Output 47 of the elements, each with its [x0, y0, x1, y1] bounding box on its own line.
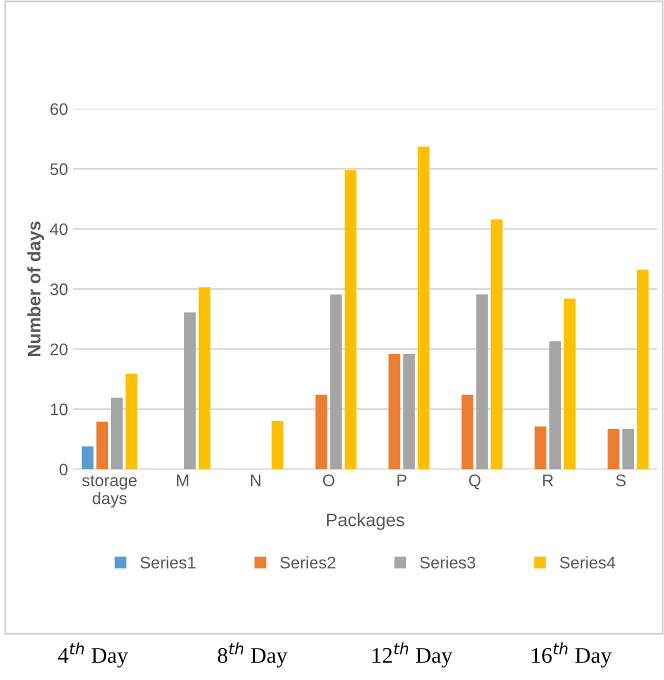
y-tick-label: 10	[50, 404, 68, 416]
bar	[608, 428, 620, 470]
bar	[490, 219, 503, 470]
x-axis-title: Packages	[327, 513, 404, 530]
y-tick-label: 50	[50, 163, 68, 176]
bar	[403, 354, 415, 470]
bar	[636, 270, 649, 470]
x-tick-label: N	[250, 474, 260, 486]
legend-label: Series2	[280, 556, 336, 569]
bar	[388, 354, 400, 470]
bar	[198, 287, 210, 470]
y-tick-label: 60	[50, 103, 68, 116]
bar	[82, 446, 94, 470]
bar	[344, 170, 356, 470]
bar	[111, 398, 123, 470]
legend-label: Series3	[420, 556, 476, 569]
x-tick-label: S	[616, 474, 626, 486]
y-tick-label: 0	[60, 464, 68, 476]
legend-label: Series4	[560, 556, 616, 569]
x-tick-label: M	[177, 474, 188, 486]
bar	[549, 341, 561, 470]
x-tick-label: O	[322, 474, 334, 486]
bar	[126, 374, 138, 470]
legend-label: Series1	[140, 556, 196, 569]
x-tick-label: storage days	[82, 475, 137, 508]
text: 4$^{th}$ Day	[58, 642, 128, 668]
bar	[622, 428, 634, 470]
bar	[184, 312, 196, 470]
x-tick-label: Q	[469, 474, 480, 490]
bar	[476, 294, 488, 470]
bar	[564, 298, 576, 470]
y-tick-label: 20	[50, 343, 68, 356]
bar	[418, 146, 430, 470]
x-tick-label: P	[398, 474, 406, 486]
bar	[534, 426, 546, 470]
y-tick-label: 30	[50, 283, 68, 296]
bar	[330, 294, 342, 470]
bar	[462, 394, 474, 470]
y-axis-title: Number of days	[27, 222, 44, 356]
bar	[316, 394, 328, 470]
y-tick-label: 40	[50, 223, 68, 236]
text: 12$^{th}$ Day	[372, 642, 452, 668]
bar	[272, 421, 284, 470]
text: 16$^{th}$ Day	[532, 642, 612, 668]
bar	[96, 422, 108, 470]
text: 8$^{th}$ Day	[218, 642, 288, 668]
x-tick-label: R	[543, 474, 554, 486]
